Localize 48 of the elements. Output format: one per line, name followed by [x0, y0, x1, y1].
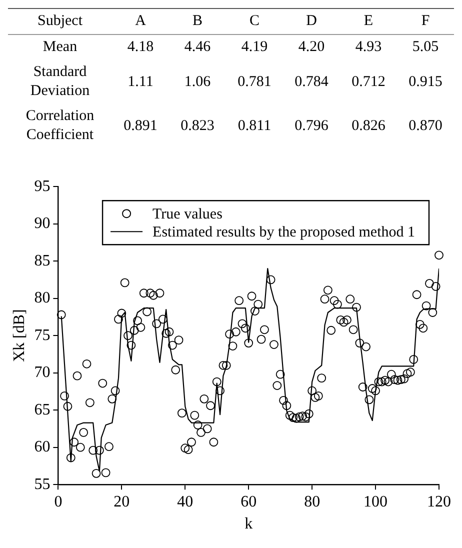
data-label: 0.826 — [350, 116, 386, 136]
x-tick-label: 100 — [364, 493, 388, 510]
x-tick-label: 60 — [240, 493, 257, 510]
data-label: 0.870 — [408, 116, 444, 136]
x-tick-label: E — [362, 12, 374, 31]
y-tick-label: 65 — [34, 401, 50, 418]
x-tick-label: D — [305, 12, 318, 31]
y-tick-label: Standard Deviation — [29, 63, 91, 101]
x-tick-label: 40 — [177, 493, 194, 510]
y-axis-title: Subject — [36, 12, 84, 31]
y-tick-label: Correlation Coefficient — [24, 107, 96, 145]
data-label: 0.784 — [294, 72, 330, 92]
x-axis-title: k — [244, 516, 253, 533]
y-tick-label: 90 — [34, 215, 50, 232]
y-tick-label: 75 — [34, 326, 50, 344]
x-tick-label: 20 — [114, 493, 130, 510]
data-label: 1.06 — [183, 72, 212, 92]
x-tick-label: F — [420, 12, 431, 31]
y-tick-label: 85 — [34, 252, 50, 270]
data-label: 0.796 — [294, 116, 330, 136]
x-tick-label: A — [134, 12, 147, 31]
data-label: 4.19 — [240, 38, 269, 57]
data-label: 4.20 — [297, 38, 326, 57]
y-tick-label: 70 — [34, 364, 50, 382]
data-label: 1.11 — [126, 72, 154, 92]
data-label: 5.05 — [411, 38, 440, 57]
data-label: 0.811 — [236, 116, 272, 136]
x-tick-label: C — [248, 12, 260, 31]
y-tick-label: 95 — [34, 178, 50, 195]
x-tick-label: 80 — [304, 493, 320, 510]
y-tick-label: 55 — [34, 476, 50, 493]
data-label: 4.93 — [354, 38, 383, 57]
data-label: 0.891 — [122, 116, 158, 136]
x-tick-label: 0 — [54, 493, 62, 510]
data-label: 0.781 — [236, 72, 272, 92]
x-tick-label: 120 — [427, 493, 451, 510]
x-tick-label: B — [191, 12, 204, 31]
data-label: 4.46 — [183, 38, 212, 57]
y-tick-label: 80 — [34, 290, 50, 307]
y-axis-title: Xk [dB] — [10, 309, 28, 362]
y-tick-label: 60 — [34, 438, 50, 456]
data-label: 4.18 — [126, 38, 155, 57]
legend-label: True values — [152, 206, 223, 223]
data-label: 0.823 — [180, 116, 216, 136]
data-label: 0.712 — [350, 72, 386, 92]
legend-label: Estimated results by the proposed method 1 — [152, 224, 416, 241]
y-tick-label: Mean — [42, 38, 78, 57]
data-label: 0.915 — [408, 72, 444, 92]
